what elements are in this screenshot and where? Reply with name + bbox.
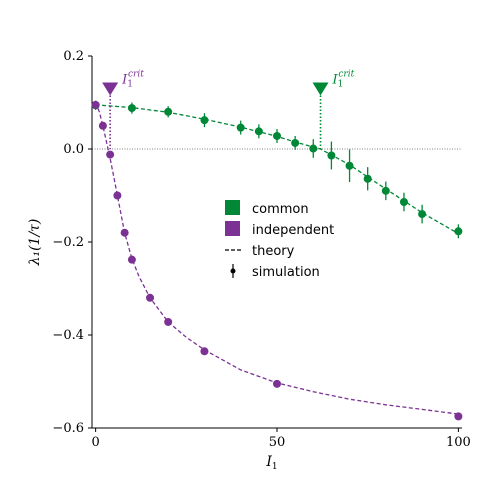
common-theory-line xyxy=(95,104,459,235)
y-tick-label: −0.6 xyxy=(52,421,84,436)
independent-critical-label-main: I xyxy=(121,73,128,88)
common-critical-label-sub: 1 xyxy=(338,80,344,90)
ticks-layer: 0.2 0.0 −0.2 −0.4 −0.6 0 50 100 xyxy=(52,49,470,450)
common-simulation-point xyxy=(127,104,136,113)
independent-simulation-point xyxy=(106,150,115,159)
independent-critical-label: I1crit xyxy=(121,70,144,90)
legend: common independent theory simulation xyxy=(225,200,334,280)
independent-theory-line xyxy=(94,102,459,415)
independent-simulation-point xyxy=(454,412,463,421)
independent-simulation-point xyxy=(91,100,100,109)
independent-simulation-point xyxy=(127,255,136,264)
common-critical-label-sup: crit xyxy=(338,70,354,80)
y-tick-label: −0.2 xyxy=(52,235,84,250)
common-simulation-point xyxy=(381,186,390,195)
independent-critical-label-sub: 1 xyxy=(127,80,133,90)
legend-label-theory: theory xyxy=(252,244,295,259)
common-simulation-point xyxy=(236,123,245,132)
independent-simulation-point xyxy=(164,317,173,326)
common-simulation-point xyxy=(309,144,318,153)
common-simulation-point xyxy=(418,210,427,219)
independent-simulation-point xyxy=(200,347,209,356)
legend-swatch-common xyxy=(225,200,240,215)
series-layer xyxy=(91,100,463,421)
common-simulation-point xyxy=(291,138,300,147)
axes-layer xyxy=(91,56,462,429)
x-tick-label: 0 xyxy=(91,435,99,450)
independent-simulation-point xyxy=(113,191,122,200)
y-axis-title: λ₁(1/τ) xyxy=(27,219,43,267)
common-simulation-point xyxy=(345,161,354,170)
independent-simulation-point xyxy=(273,379,281,388)
legend-label-independent: independent xyxy=(252,223,334,238)
x-tick-label: 100 xyxy=(446,435,471,450)
common-critical-label: I1crit xyxy=(332,70,355,90)
y-tick-label: 0.0 xyxy=(63,142,84,157)
common-simulation-point xyxy=(454,227,463,236)
legend-label-common: common xyxy=(252,202,309,217)
common-critical-marker xyxy=(312,82,329,96)
common-simulation-point xyxy=(273,131,281,140)
x-axis-title-sub: 1 xyxy=(272,462,278,472)
x-tick-label: 50 xyxy=(269,435,286,450)
common-critical-label-main: I xyxy=(332,73,339,88)
legend-swatch-simulation xyxy=(230,268,236,274)
legend-swatch-independent xyxy=(225,221,240,236)
independent-critical-marker xyxy=(102,82,119,96)
legend-label-simulation: simulation xyxy=(252,265,320,280)
y-tick-label: −0.4 xyxy=(52,328,84,343)
independent-simulation-point xyxy=(120,228,129,237)
independent-simulation-point xyxy=(146,293,155,302)
common-simulation-point xyxy=(327,151,336,160)
independent-simulation-point xyxy=(98,121,107,130)
common-simulation-point xyxy=(200,116,209,125)
common-simulation-point xyxy=(363,174,372,183)
common-simulation-point xyxy=(164,107,173,116)
common-simulation-point xyxy=(399,198,408,207)
common-simulation-point xyxy=(254,127,263,136)
x-axis-title: I1 xyxy=(265,454,277,472)
independent-critical-label-sup: crit xyxy=(128,70,144,80)
y-tick-label: 0.2 xyxy=(63,49,84,64)
